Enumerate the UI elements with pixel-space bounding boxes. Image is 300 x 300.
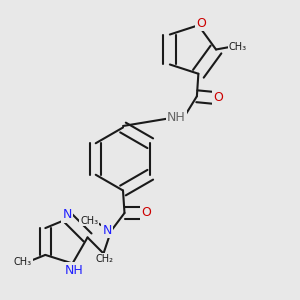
Text: NH: NH	[167, 111, 186, 124]
Text: O: O	[213, 91, 223, 104]
Text: N: N	[62, 208, 72, 221]
Text: CH₂: CH₂	[95, 254, 113, 264]
Text: CH₃: CH₃	[229, 41, 247, 52]
Text: N: N	[103, 224, 112, 237]
Text: O: O	[196, 17, 206, 30]
Text: O: O	[142, 206, 151, 220]
Text: CH₃: CH₃	[14, 257, 32, 267]
Text: CH₃: CH₃	[80, 215, 98, 226]
Text: NH: NH	[64, 264, 83, 277]
